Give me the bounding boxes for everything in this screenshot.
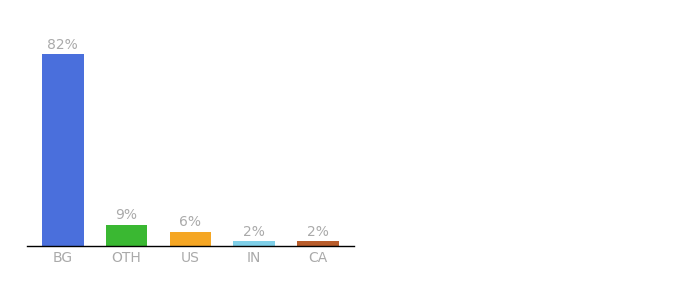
Text: 9%: 9%	[116, 208, 137, 222]
Bar	[170, 232, 211, 246]
Bar	[42, 54, 84, 246]
Bar	[233, 241, 275, 246]
Text: 6%: 6%	[180, 215, 201, 229]
Text: 2%: 2%	[307, 224, 329, 239]
Text: 82%: 82%	[48, 38, 78, 52]
Bar	[297, 241, 339, 246]
Bar	[106, 225, 148, 246]
Text: 2%: 2%	[243, 224, 265, 239]
